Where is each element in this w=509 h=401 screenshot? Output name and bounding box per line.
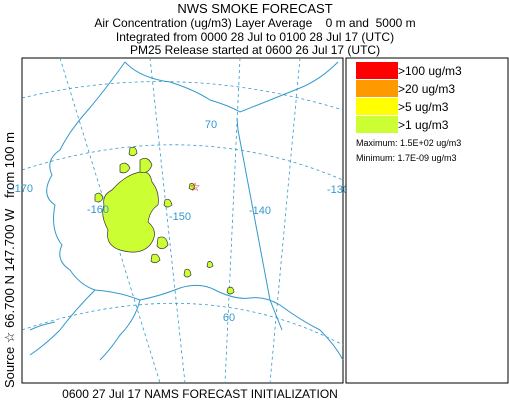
title: NWS SMOKE FORECAST bbox=[177, 1, 332, 16]
source-label: Source ☆ 66.700 N 147.700 W from 100 m bbox=[2, 132, 17, 388]
coastline bbox=[29, 61, 344, 361]
map-frame bbox=[21, 57, 344, 384]
grid-label: 70 bbox=[205, 119, 217, 131]
map-panel: ☆ -170 -160 -150 -140 -130 70 60 bbox=[11, 57, 349, 384]
legend-swatch bbox=[356, 80, 398, 97]
legend: Maximum: 1.5E+02 ug/m3 Minimum: 1.7E-09 … bbox=[345, 57, 509, 384]
smoke-plume bbox=[94, 146, 235, 295]
grid-label: -170 bbox=[11, 183, 33, 195]
header-line: Air Concentration (ug/m3) Layer Average … bbox=[94, 16, 415, 30]
legend-label: >1 ug/m3 bbox=[398, 118, 449, 132]
border-line bbox=[236, 117, 283, 331]
legend-maximum: Maximum: 1.5E+02 ug/m3 bbox=[356, 138, 461, 148]
grid-label: -150 bbox=[169, 211, 191, 223]
legend-label: >5 ug/m3 bbox=[398, 100, 449, 114]
legend-swatch bbox=[356, 98, 398, 115]
header-line: Integrated from 0000 28 Jul to 0100 28 J… bbox=[116, 30, 394, 44]
grid-label: -160 bbox=[87, 204, 109, 216]
footer: 0600 27 Jul 17 NAMS FORECAST INITIALIZAT… bbox=[62, 387, 338, 401]
legend-minimum: Minimum: 1.7E-09 ug/m3 bbox=[356, 153, 457, 163]
source-star: ☆ bbox=[190, 180, 201, 194]
grid-label: -130 bbox=[327, 184, 349, 196]
grid-label: -140 bbox=[249, 205, 271, 217]
legend-swatch bbox=[356, 62, 398, 79]
legend-label: >100 ug/m3 bbox=[398, 64, 462, 78]
legend-swatch bbox=[356, 116, 398, 133]
legend-label: >20 ug/m3 bbox=[398, 82, 455, 96]
header-line: PM25 Release started at 0600 26 Jul 17 (… bbox=[130, 43, 380, 57]
grid-label: 60 bbox=[223, 312, 235, 324]
